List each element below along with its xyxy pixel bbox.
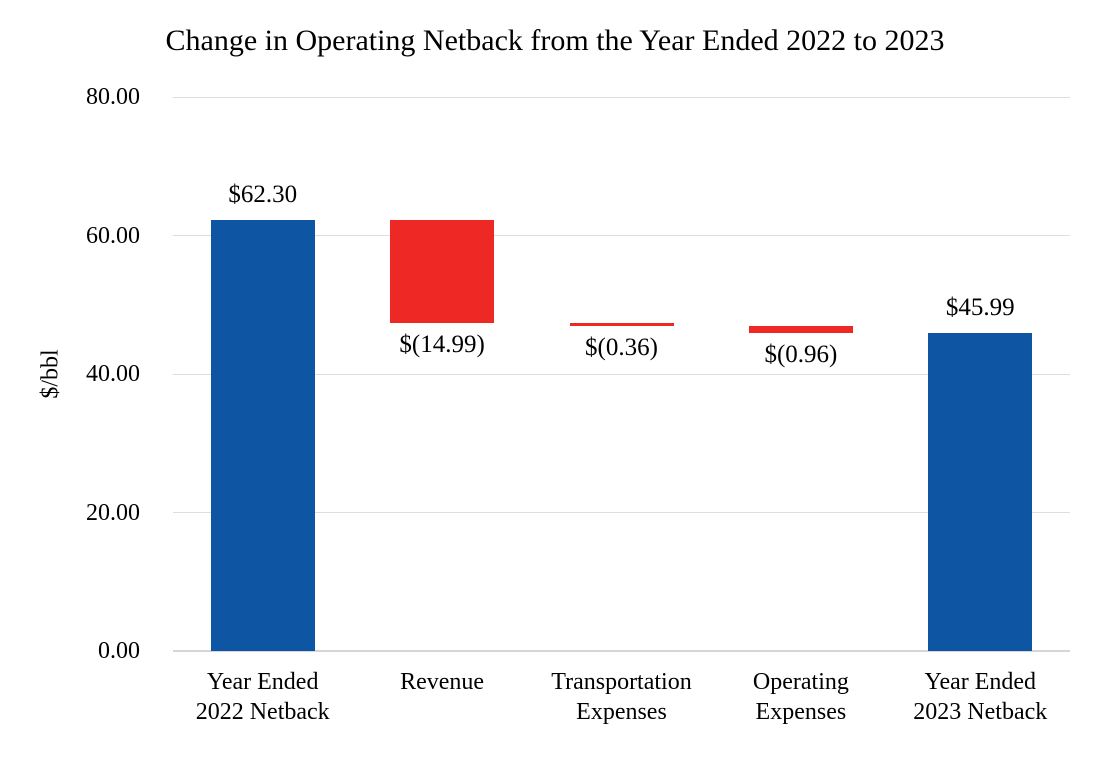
category-label-line: Expenses <box>755 699 847 725</box>
bar-value-label: $(14.99) <box>399 331 485 359</box>
gridline <box>173 512 1070 513</box>
y-tick-label: 0.00 <box>98 638 140 664</box>
bar-value-label: $(0.36) <box>585 333 658 361</box>
category-label-line: Year Ended <box>924 669 1037 695</box>
category-label: Year Ended 2022 Netback <box>173 667 352 727</box>
category-label-line: Operating <box>752 669 849 695</box>
waterfall-bar <box>569 323 674 326</box>
x-axis-line <box>173 650 1070 652</box>
y-tick-label: 60.00 <box>86 222 140 249</box>
category-label: Transportation Expenses <box>532 667 711 727</box>
chart-title: Change in Operating Netback from the Yea… <box>165 24 945 57</box>
gridline <box>173 235 1070 236</box>
category-label-line: 2023 Netback <box>913 699 1048 725</box>
waterfall-bar <box>390 219 495 324</box>
category-label: Year Ended 2023 Netback <box>891 667 1070 727</box>
gridline <box>173 373 1070 375</box>
waterfall-bar <box>748 325 853 333</box>
category-label: Revenue <box>352 667 531 697</box>
category-label-line: Revenue <box>400 669 485 695</box>
waterfall-bar <box>210 219 315 651</box>
y-tick-label: 40.00 <box>86 361 140 387</box>
category-label: Operating Expenses <box>711 667 890 727</box>
y-tick-label: 20.00 <box>86 499 140 526</box>
bar-value-label: $(0.96) <box>764 340 838 368</box>
bar-value-label: $62.30 <box>228 180 298 208</box>
category-label-line: Year Ended <box>206 669 319 695</box>
gridline <box>173 96 1070 98</box>
category-label-line: 2022 Netback <box>195 699 330 725</box>
waterfall-bar <box>928 332 1033 651</box>
category-label-line: Transportation <box>551 669 692 695</box>
y-tick-label: 80.00 <box>86 84 140 110</box>
bar-value-label: $45.99 <box>945 293 1015 321</box>
category-label-line: Expenses <box>576 699 667 725</box>
